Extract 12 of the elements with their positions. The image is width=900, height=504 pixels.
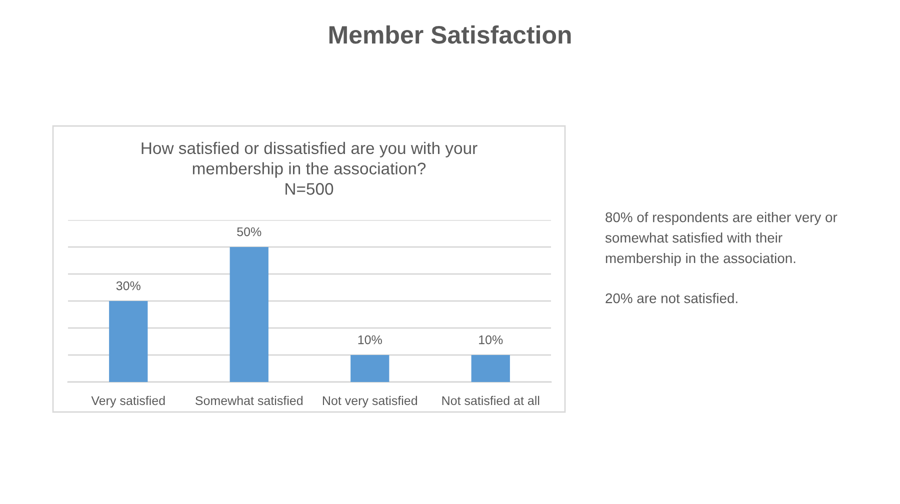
chart-title: Member Satisfaction <box>329 25 571 44</box>
x-tick-label: Somewhat satisfied <box>196 396 303 406</box>
data-label: 10% <box>479 335 503 344</box>
data-label: 30% <box>116 281 140 290</box>
data-label: 10% <box>358 335 382 344</box>
x-tick-label: Not satisfied at all <box>442 396 540 406</box>
x-tick-label: Very satisfied <box>91 396 165 408</box>
chart-subtitle: How satisfied or dissatisfied are you with your membership in the association? N=500 <box>142 142 478 195</box>
text: 20% are not satisfied. <box>606 293 738 304</box>
text: 80% of respondents are either very or somewhat satisfied with their membership in the association. <box>605 212 838 266</box>
x-tick-label: Not very satisfied <box>322 396 418 408</box>
data-label: 50% <box>237 227 262 236</box>
